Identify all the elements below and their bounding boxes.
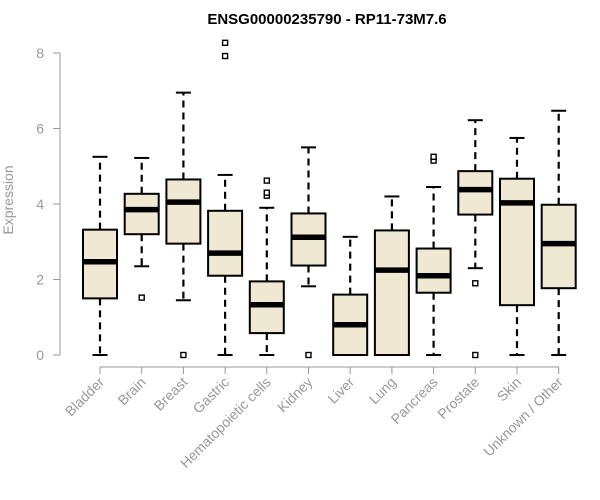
outlier-point: [180, 351, 187, 359]
box-lung: [373, 195, 410, 356]
box-skin: [499, 136, 535, 356]
x-tick-label: Lung: [366, 374, 399, 407]
box-iqr: [499, 177, 535, 307]
box-series: [82, 39, 577, 359]
y-axis-label: Expression: [0, 165, 16, 234]
box-iqr: [207, 209, 244, 277]
box-iqr: [457, 170, 494, 216]
outlier-point: [221, 52, 229, 60]
box-brain: [123, 156, 160, 301]
chart-title: ENSG00000235790 - RP11-73M7.6: [207, 11, 446, 28]
y-tick-label: 4: [36, 196, 44, 212]
box-pancreas: [415, 153, 452, 356]
x-tick-label: Brain: [114, 374, 148, 408]
x-tick-label: Kidney: [274, 374, 316, 416]
x-tick-label: Prostate: [434, 374, 482, 422]
x-tick-label: Bladder: [62, 374, 108, 420]
x-tick-label: Unknown / Other: [480, 374, 566, 460]
box-iqr: [123, 192, 160, 236]
outlier-point: [305, 351, 312, 359]
y-tick-label: 6: [36, 121, 44, 137]
box-hematopoietic-cells: [248, 177, 285, 356]
y-tick-label: 2: [36, 272, 44, 288]
x-tick-label: Breast: [151, 374, 191, 414]
box-iqr: [415, 247, 452, 294]
outlier-point: [472, 351, 479, 359]
x-tick-label: Liver: [325, 374, 358, 407]
box-iqr: [373, 229, 410, 356]
y-axis: 0 2 4 6 8: [36, 45, 61, 363]
box-liver: [332, 235, 369, 357]
y-tick-label: 0: [36, 347, 44, 363]
outlier-point: [472, 280, 479, 287]
x-tick-label: Skin: [494, 374, 525, 405]
outlier-point: [263, 189, 270, 196]
box-kidney: [290, 146, 327, 359]
box-unknown-other: [540, 109, 577, 356]
box-iqr: [165, 178, 202, 245]
box-breast: [165, 91, 202, 359]
outlier-point: [263, 177, 270, 184]
box-iqr: [540, 203, 577, 290]
outlier-point: [430, 153, 437, 161]
outlier-point: [221, 39, 229, 47]
y-tick-label: 8: [36, 45, 44, 61]
box-bladder: [82, 155, 118, 356]
box-gastric: [207, 39, 244, 356]
outlier-point: [138, 294, 145, 301]
box-prostate: [457, 119, 494, 359]
